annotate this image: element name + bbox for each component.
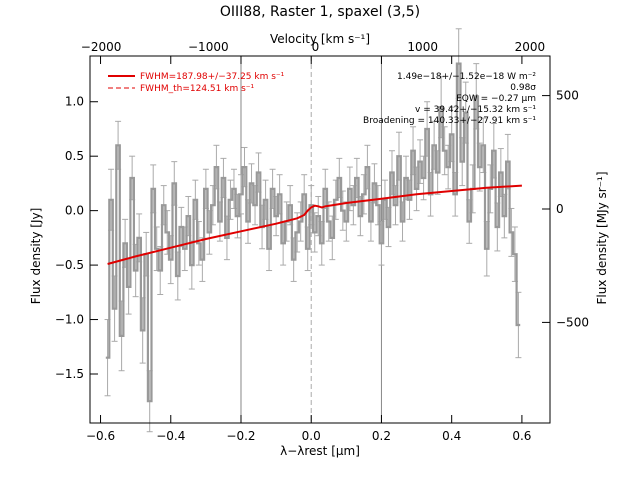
x-tick-label: 0.6: [512, 429, 531, 443]
y-tick-label: 1.0: [65, 95, 84, 109]
y2-tick-label: −500: [556, 315, 589, 329]
y2-axis-label: Flux density [MJy sr⁻¹]: [595, 171, 609, 304]
x-tick-label: 0.2: [372, 429, 391, 443]
y-tick-label: −1.0: [55, 313, 84, 327]
x2-tick-label: 2000: [515, 40, 546, 54]
y2-tick-label: 0: [556, 202, 564, 216]
y-tick-label: 0.5: [65, 149, 84, 163]
y2-tick-label: 500: [556, 89, 579, 103]
x-tick-label: −0.2: [226, 429, 255, 443]
annotation-sigma: 0.98σ: [510, 83, 536, 93]
data-layer: [104, 28, 522, 433]
x-axis-label: λ−λrest [μm]: [280, 444, 360, 458]
annotation-velocity: v = 39.42+/−15.32 km s⁻¹: [415, 105, 536, 115]
model-fit-line: [107, 184, 522, 265]
x2-tick-label: 1000: [407, 40, 438, 54]
spectrum-line: [105, 62, 521, 403]
annotation-eqw: EQW = −0.27 μm: [456, 94, 536, 104]
legend-label-fwhm: FWHM=187.98+/−37.25 km s⁻¹: [140, 72, 285, 82]
x-tick-label: −0.4: [156, 429, 185, 443]
chart-title: OIII88, Raster 1, spaxel (3,5): [220, 4, 420, 20]
x2-axis-label: Velocity [km s⁻¹]: [270, 32, 370, 46]
x2-tick-label: −1000: [188, 40, 229, 54]
legend: FWHM=187.98+/−37.25 km s⁻¹ FWHM_th=124.5…: [108, 72, 285, 94]
annotation-broadening: Broadening = 140.33+/−27.91 km s⁻¹: [363, 116, 536, 126]
x-tick-label: 0.4: [442, 429, 461, 443]
x2-tick-label: −2000: [81, 40, 122, 54]
x2-tick-label: 0: [312, 40, 320, 54]
x-tick-label: −0.6: [86, 429, 115, 443]
axes: −0.6 −0.4 −0.2 0.0 0.2 0.4 0.6 −2000 −1000 0 1000 2…: [55, 40, 589, 443]
fit-annotations: 1.49e−18+/−1.52e−18 W m⁻² 0.98σ EQW = −0…: [363, 72, 536, 126]
annotation-flux: 1.49e−18+/−1.52e−18 W m⁻²: [397, 72, 536, 82]
y-tick-label: −0.5: [55, 258, 84, 272]
y-axis-label: Flux density [Jy]: [29, 208, 43, 305]
y-tick-label: 0.0: [65, 204, 84, 218]
y-tick-label: −1.5: [55, 367, 84, 381]
x-tick-label: 0.0: [302, 429, 321, 443]
legend-label-fwhm-th: FWHM_th=124.51 km s⁻¹: [140, 84, 255, 94]
plot-frame: [89, 55, 551, 424]
